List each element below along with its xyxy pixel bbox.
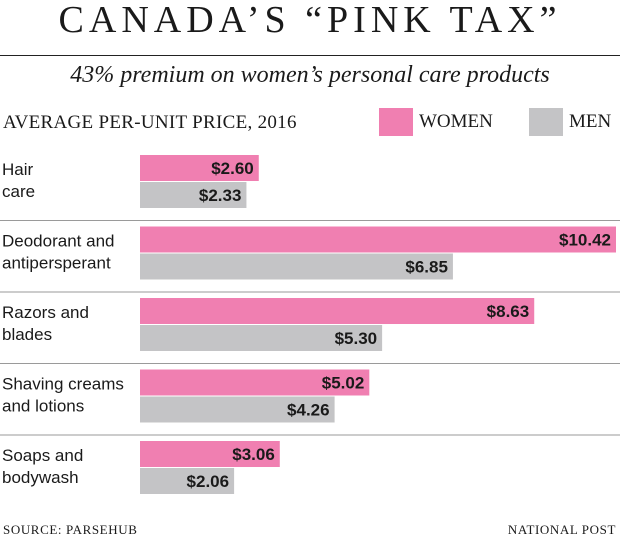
- bar-men: [140, 182, 247, 208]
- data-label-women: $10.42: [559, 231, 611, 250]
- data-label-women: $5.02: [322, 374, 365, 393]
- bar-women: [140, 441, 280, 467]
- data-label-men: $2.33: [199, 186, 242, 205]
- category-label: Razors and blades: [2, 303, 89, 344]
- bar-men: [140, 253, 453, 280]
- data-label-men: $5.30: [335, 329, 378, 348]
- legend-label-men: MEN: [569, 111, 612, 132]
- bar-men: [140, 325, 383, 351]
- bar-men: [140, 396, 335, 423]
- title-rule: [0, 55, 620, 56]
- chart-subtitle: 43% premium on women’s personal care pro…: [70, 62, 550, 88]
- credit-note: NATIONAL POST: [507, 522, 616, 537]
- data-label-men: $2.06: [187, 472, 230, 491]
- legend-women: WOMEN: [379, 108, 493, 136]
- category-label: Soaps and bodywash: [2, 446, 83, 487]
- category-label: Deodorant and antipersperant: [2, 232, 114, 273]
- category-label: Shaving creams and lotions: [2, 375, 124, 416]
- chart-heading: AVERAGE PER-UNIT PRICE, 2016: [3, 112, 297, 133]
- legend-swatch-women: [379, 108, 413, 136]
- bar-women: [140, 369, 370, 396]
- data-label-women: $2.60: [211, 159, 254, 178]
- legend-label-women: WOMEN: [419, 111, 493, 132]
- bar-women: [140, 155, 259, 181]
- bar-women: [140, 298, 535, 324]
- source-note: SOURCE: PARSEHUB: [3, 522, 138, 537]
- data-label-men: $4.26: [287, 401, 330, 420]
- legend-swatch-men: [529, 108, 563, 136]
- category-label: Hair care: [2, 160, 35, 201]
- chart-title: CANADA’S “PINK TAX”: [58, 0, 562, 41]
- data-label-men: $6.85: [405, 258, 448, 277]
- legend-men: MEN: [529, 108, 611, 136]
- data-label-women: $8.63: [487, 302, 530, 321]
- data-label-women: $3.06: [232, 445, 275, 464]
- bar-men: [140, 468, 235, 494]
- bar-women: [140, 226, 616, 253]
